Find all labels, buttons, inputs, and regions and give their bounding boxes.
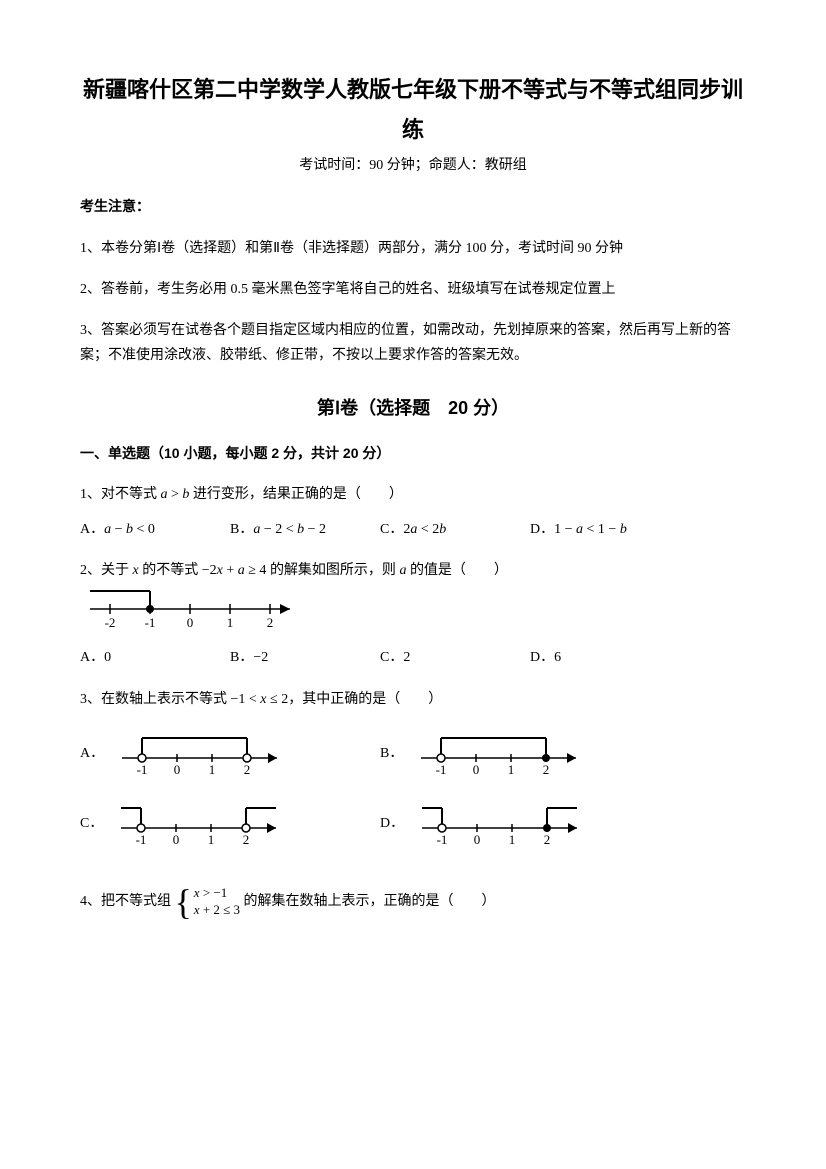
svg-text:0: 0 [174, 762, 181, 777]
q1-opt-d: D．1 − a < 1 − b [530, 517, 680, 542]
page-subtitle: 考试时间：90 分钟；命题人：教研组 [80, 153, 746, 178]
q2-numberline: -2 -1 0 1 2 [80, 583, 310, 635]
svg-text:-1: -1 [137, 762, 148, 777]
q2-opt-d: D．6 [530, 645, 680, 670]
q1-opt-b: B．a − 2 < b − 2 [230, 517, 380, 542]
q2-text: 2、关于 x 的不等式 −2x + a ≥ 4 的解集如图所示，则 a 的值是（… [80, 558, 746, 583]
notice-heading: 考生注意： [80, 194, 746, 219]
q4-prefix: 4、把不等式组 [80, 894, 171, 909]
svg-text:2: 2 [267, 615, 274, 630]
svg-text:0: 0 [474, 832, 481, 847]
svg-text:1: 1 [227, 615, 234, 630]
q3-opt-c: C． -1 0 1 2 [80, 798, 380, 848]
notice-3: 3、答案必须写在试卷各个题目指定区域内相应的位置，如需改动，先划掉原来的答案，然… [80, 318, 746, 368]
svg-text:0: 0 [173, 832, 180, 847]
q2-opt-a: A．0 [80, 645, 230, 670]
svg-text:-1: -1 [436, 762, 447, 777]
svg-text:-1: -1 [136, 832, 147, 847]
notice-2: 2、答卷前，考生务必用 0.5 毫米黑色签字笔将自己的姓名、班级填写在试卷规定位… [80, 277, 746, 302]
q1-opt-c: C．2a < 2b [380, 517, 530, 542]
q3-text: 3、在数轴上表示不等式 −1 < x ≤ 2，其中正确的是（ ） [80, 687, 746, 712]
q4-system: { x > −1 x + 2 ≤ 3 [175, 884, 241, 920]
page-title: 新疆喀什区第二中学数学人教版七年级下册不等式与不等式组同步训练 [80, 70, 746, 149]
svg-text:-2: -2 [105, 615, 116, 630]
section-1-heading: 第Ⅰ卷（选择题 20 分） [80, 392, 746, 424]
q3-opt-a: A． -1 0 1 2 [80, 728, 380, 778]
question-2: 2、关于 x 的不等式 −2x + a ≥ 4 的解集如图所示，则 a 的值是（… [80, 558, 746, 670]
svg-text:0: 0 [473, 762, 480, 777]
svg-text:1: 1 [508, 762, 515, 777]
question-3: 3、在数轴上表示不等式 −1 < x ≤ 2，其中正确的是（ ） A． -1 0… [80, 687, 746, 868]
q2-opt-b: B．−2 [230, 645, 380, 670]
question-4: 4、把不等式组 { x > −1 x + 2 ≤ 3 的解集在数轴上表示，正确的… [80, 884, 746, 920]
part-1-heading: 一、单选题（10 小题，每小题 2 分，共计 20 分） [80, 441, 746, 466]
svg-text:2: 2 [243, 832, 250, 847]
svg-text:1: 1 [208, 832, 215, 847]
notice-1: 1、本卷分第Ⅰ卷（选择题）和第Ⅱ卷（非选择题）两部分，满分 100 分，考试时间… [80, 236, 746, 261]
svg-text:2: 2 [543, 762, 550, 777]
q2-opt-c: C．2 [380, 645, 530, 670]
q1-opt-a: A．a − b < 0 [80, 517, 230, 542]
svg-text:1: 1 [509, 832, 516, 847]
svg-text:0: 0 [187, 615, 194, 630]
question-1: 1、对不等式 a > b 进行变形，结果正确的是（ ） A．a − b < 0 … [80, 482, 746, 542]
svg-text:-1: -1 [437, 832, 448, 847]
q4-suffix: 的解集在数轴上表示，正确的是（ ） [244, 894, 496, 909]
svg-text:1: 1 [209, 762, 216, 777]
q3-opt-d: D． -1 0 1 2 [380, 798, 680, 848]
svg-text:2: 2 [544, 832, 551, 847]
q1-text: 1、对不等式 a > b 进行变形，结果正确的是（ ） [80, 482, 746, 507]
svg-text:2: 2 [244, 762, 251, 777]
svg-text:-1: -1 [145, 615, 156, 630]
q3-opt-b: B． -1 0 1 2 [380, 728, 680, 778]
